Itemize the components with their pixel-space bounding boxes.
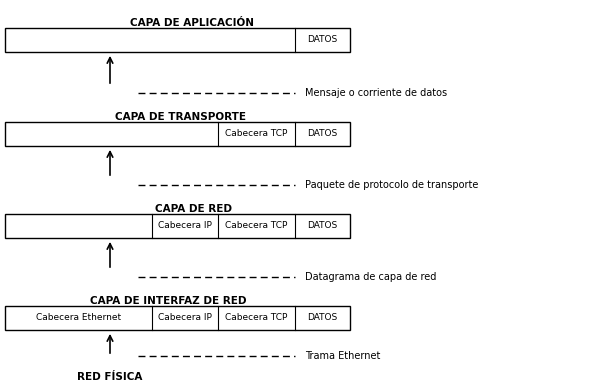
Text: Cabecera IP: Cabecera IP <box>158 313 212 323</box>
Text: DATOS: DATOS <box>307 313 338 323</box>
Text: Cabecera Ethernet: Cabecera Ethernet <box>36 313 121 323</box>
Text: RED FÍSICA: RED FÍSICA <box>77 372 143 382</box>
Bar <box>5 28 350 52</box>
Bar <box>5 122 350 146</box>
Text: Trama Ethernet: Trama Ethernet <box>305 351 380 361</box>
Text: Cabecera IP: Cabecera IP <box>158 222 212 230</box>
Text: Mensaje o corriente de datos: Mensaje o corriente de datos <box>305 88 447 98</box>
Text: Datagrama de capa de red: Datagrama de capa de red <box>305 272 436 282</box>
Text: Cabecera TCP: Cabecera TCP <box>226 222 287 230</box>
Text: CAPA DE INTERFAZ DE RED: CAPA DE INTERFAZ DE RED <box>90 296 247 306</box>
Text: DATOS: DATOS <box>307 222 338 230</box>
Text: DATOS: DATOS <box>307 35 338 45</box>
Text: CAPA DE RED: CAPA DE RED <box>155 204 232 214</box>
Bar <box>5 306 350 330</box>
Text: CAPA DE TRANSPORTE: CAPA DE TRANSPORTE <box>115 112 246 122</box>
Text: Cabecera TCP: Cabecera TCP <box>226 129 287 139</box>
Text: Cabecera TCP: Cabecera TCP <box>226 313 287 323</box>
Bar <box>5 214 350 238</box>
Text: CAPA DE APLICACIÓN: CAPA DE APLICACIÓN <box>130 18 254 28</box>
Text: DATOS: DATOS <box>307 129 338 139</box>
Text: Paquete de protocolo de transporte: Paquete de protocolo de transporte <box>305 180 478 190</box>
